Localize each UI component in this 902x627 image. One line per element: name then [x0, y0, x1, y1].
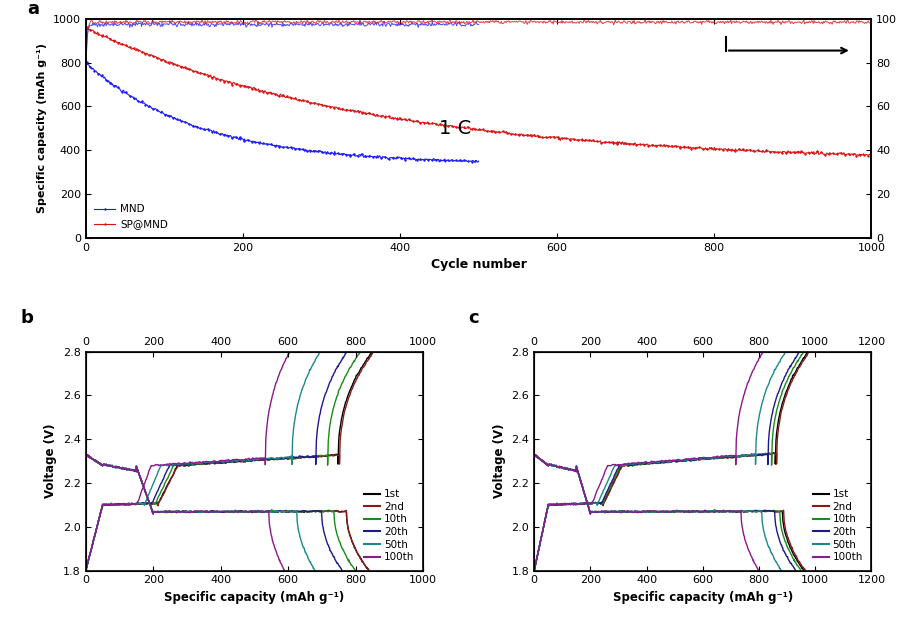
MND [267, 142, 278, 149]
SP@MND [398, 115, 409, 123]
SP@MND [706, 145, 717, 153]
MND [270, 142, 281, 149]
Legend: 1st, 2nd, 10th, 20th, 50th, 100th: 1st, 2nd, 10th, 20th, 50th, 100th [361, 486, 418, 566]
Y-axis label: Specific capacity (mAh g⁻¹): Specific capacity (mAh g⁻¹) [37, 43, 47, 213]
MND [81, 58, 92, 66]
Line: SP@MND: SP@MND [85, 26, 872, 157]
MND [314, 148, 325, 155]
SP@MND [161, 59, 172, 66]
SP@MND [427, 119, 437, 127]
Legend: 1st, 2nd, 10th, 20th, 50th, 100th: 1st, 2nd, 10th, 20th, 50th, 100th [809, 486, 865, 566]
MND [402, 155, 413, 162]
Text: a: a [27, 1, 39, 18]
Line: MND: MND [85, 61, 480, 164]
SP@MND [852, 152, 863, 160]
SP@MND [620, 140, 630, 147]
X-axis label: Cycle number: Cycle number [430, 258, 526, 271]
Text: b: b [20, 309, 32, 327]
MND [293, 145, 304, 153]
X-axis label: Specific capacity (mAh g⁻¹): Specific capacity (mAh g⁻¹) [164, 591, 345, 604]
Text: c: c [468, 309, 479, 327]
Y-axis label: Voltage (V): Voltage (V) [44, 424, 58, 498]
SP@MND [693, 144, 704, 152]
MND [473, 157, 483, 165]
MND [469, 159, 480, 166]
SP@MND [81, 23, 92, 31]
MND [464, 157, 474, 165]
Legend: MND, SP@MND: MND, SP@MND [91, 201, 171, 233]
Text: 1 C: 1 C [438, 119, 471, 138]
SP@MND [865, 152, 876, 159]
Y-axis label: Voltage (V): Voltage (V) [492, 424, 505, 498]
X-axis label: Specific capacity (mAh g⁻¹): Specific capacity (mAh g⁻¹) [612, 591, 792, 604]
